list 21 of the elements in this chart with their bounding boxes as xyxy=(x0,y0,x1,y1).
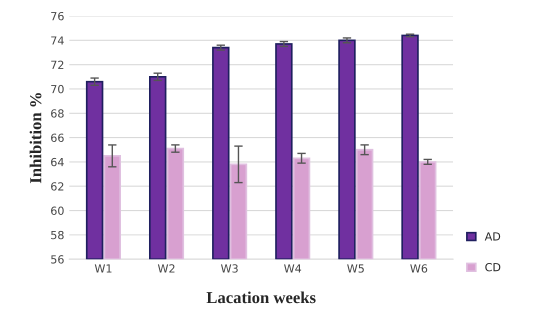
y-tick-label: 66 xyxy=(51,134,64,142)
y-tick-label: 72 xyxy=(51,60,64,69)
legend-label: AD xyxy=(484,232,500,240)
y-tick-label: 64 xyxy=(51,158,64,166)
y-tick-label: 76 xyxy=(51,12,64,20)
y-tick-label: 62 xyxy=(51,182,64,191)
x-axis-title: Lacation weeks xyxy=(206,291,316,304)
y-axis-title: Inhibition % xyxy=(30,93,42,184)
x-tick-label: W3 xyxy=(220,264,238,273)
y-tick-label: 56 xyxy=(51,255,64,264)
y-tick-label: 60 xyxy=(51,206,64,215)
x-tick-label: W2 xyxy=(158,264,174,273)
y-tick-label: 70 xyxy=(51,84,64,94)
y-tick-label: 68 xyxy=(51,109,64,118)
x-tick-label: W4 xyxy=(284,264,302,273)
x-tick-label: W5 xyxy=(347,264,364,273)
y-tick-label: 74 xyxy=(51,36,64,45)
y-tick-label: 58 xyxy=(51,230,64,240)
legend-label: CD xyxy=(485,262,500,272)
x-tick-label: W1 xyxy=(94,264,112,273)
x-tick-label: W6 xyxy=(410,264,428,273)
